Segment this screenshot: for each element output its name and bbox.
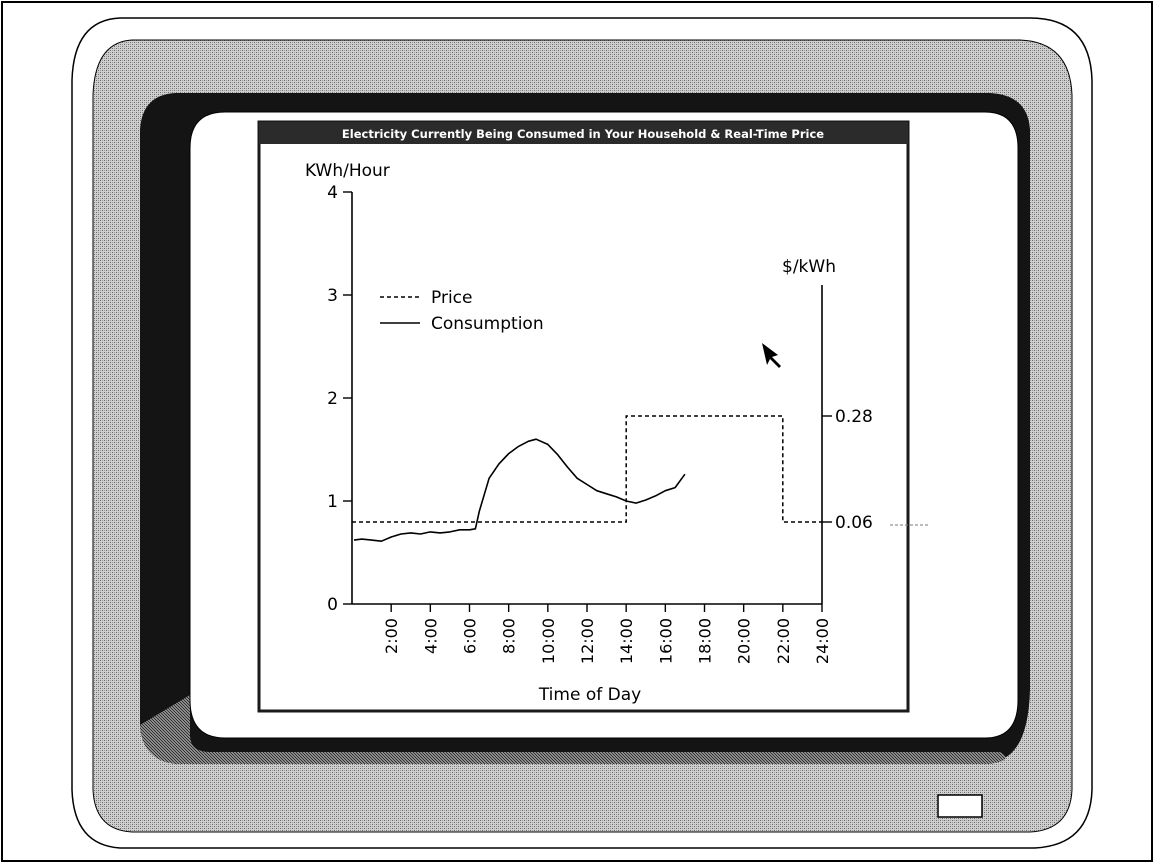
x-tick-label: 18:00 xyxy=(696,618,715,664)
x-tick-label: 10:00 xyxy=(539,618,558,664)
x-tick-label: 20:00 xyxy=(735,618,754,664)
window-frame xyxy=(257,120,910,713)
y-tick-label: 4 xyxy=(327,183,338,203)
chart: 0 1 2 3 4 2:00 4:00 6:00 8:00 10:00 12:00 14:00 16:0… xyxy=(305,161,928,705)
x-tick-label: 12:00 xyxy=(578,618,597,664)
y2-tick-label: 0.28 xyxy=(835,407,873,427)
y-tick-label: 3 xyxy=(327,286,338,306)
consumption-series-line xyxy=(353,438,686,543)
power-button-icon[interactable] xyxy=(937,794,983,818)
window-title-bar[interactable] xyxy=(259,122,908,144)
x-tick-label: 22:00 xyxy=(774,618,793,664)
x-tick-label: 24:00 xyxy=(813,618,832,664)
x-tick-label: 6:00 xyxy=(461,618,480,654)
y2-tick-label: 0.06 xyxy=(835,513,873,533)
app-window: Electricity Currently Being Consumed in … xyxy=(257,120,910,713)
y-axis-label: KWh/Hour xyxy=(305,161,390,181)
x-axis-label: Time of Day xyxy=(538,685,641,705)
window-title: Electricity Currently Being Consumed in … xyxy=(342,127,824,141)
mouse-pointer-icon xyxy=(762,343,781,368)
x-tick-label: 14:00 xyxy=(617,618,636,664)
x-tick-label: 8:00 xyxy=(500,618,519,654)
legend-consumption-label: Consumption xyxy=(431,314,544,334)
x-tick-label: 2:00 xyxy=(382,618,401,654)
y-tick-label: 0 xyxy=(327,595,338,615)
y-tick-label: 2 xyxy=(327,389,338,409)
price-series-line xyxy=(352,415,822,523)
x-tick-label: 16:00 xyxy=(656,618,675,664)
x-tick-label: 4:00 xyxy=(421,618,440,654)
y2-axis-label: $/kWh xyxy=(782,257,836,277)
screen-bevel xyxy=(140,695,1006,764)
legend-price-label: Price xyxy=(431,288,472,308)
y-tick-label: 1 xyxy=(327,492,338,512)
